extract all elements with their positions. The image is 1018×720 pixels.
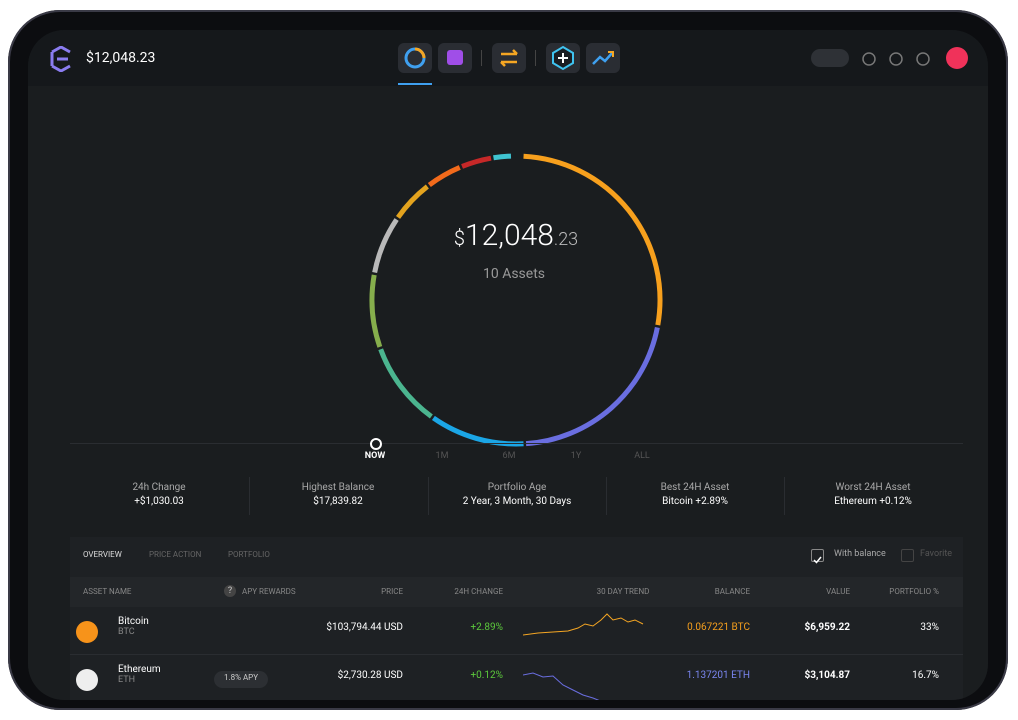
donut-chart <box>369 153 663 447</box>
ring-segment <box>523 153 663 326</box>
trend-nav[interactable] <box>586 43 620 73</box>
separator <box>535 50 536 66</box>
checkbox[interactable] <box>901 549 914 562</box>
timeframe[interactable]: 1M <box>435 451 449 461</box>
ring-segment <box>431 415 524 447</box>
column-header[interactable]: 24H CHANGE <box>454 587 503 596</box>
header-balance: $12,048.23 <box>86 50 156 66</box>
price: $103,794.44 USD <box>326 622 403 633</box>
change: +2.89% <box>470 622 504 633</box>
cents: .23 <box>553 229 579 250</box>
stat-label: Portfolio Age <box>487 482 547 493</box>
tab[interactable]: OVERVIEW <box>83 550 122 559</box>
ring-segment <box>525 326 660 447</box>
timeline <box>70 443 963 444</box>
filter[interactable]: With balance <box>834 549 886 559</box>
balance: 1.137201 ETH <box>686 670 750 681</box>
column-header[interactable]: PRICE <box>381 587 403 596</box>
timeline-dot <box>370 438 382 450</box>
column-header[interactable]: ASSET NAME <box>83 587 132 596</box>
ring-segment <box>378 348 433 419</box>
asset-name: Ethereum <box>118 664 161 675</box>
separator <box>481 50 482 66</box>
ring-segment <box>372 218 399 274</box>
wallet-nav[interactable] <box>438 43 472 73</box>
stat-label: Best 24H Asset <box>660 482 730 493</box>
column-header[interactable]: VALUE <box>826 587 850 596</box>
stat-value: 2 Year, 3 Month, 30 Days <box>462 496 572 507</box>
timeframe[interactable]: 6M <box>502 451 516 461</box>
filter[interactable]: Favorite <box>920 549 953 559</box>
ring-segment <box>461 155 492 169</box>
balance: 0.067221 BTC <box>687 622 750 633</box>
help-icon[interactable]: ? <box>224 585 236 597</box>
ring-segment <box>395 184 429 219</box>
ring-segment <box>493 153 512 161</box>
timeframe[interactable]: NOW <box>364 451 386 461</box>
stat-divider <box>248 477 250 515</box>
stat-label: Highest Balance <box>301 482 375 493</box>
asset-name: Bitcoin <box>118 616 149 627</box>
btc-icon <box>76 621 98 643</box>
device-frame: $12,048.23 $12,048.23 10 Assets With bal… <box>8 10 1008 710</box>
stat-divider <box>784 477 785 515</box>
checkbox-checked[interactable] <box>811 549 824 564</box>
add-nav[interactable] <box>546 43 580 73</box>
stat-label: Worst 24H Asset <box>835 482 911 493</box>
value: $6,959.22 <box>804 622 850 633</box>
column-header[interactable]: APY REWARDS <box>242 587 296 596</box>
stat-divider <box>427 477 429 515</box>
timeframe[interactable]: ALL <box>634 451 650 461</box>
apy-rewards: 1.8% APY <box>223 673 259 682</box>
ring-segment <box>427 165 461 188</box>
header-icons <box>862 52 930 66</box>
column-header[interactable]: PORTFOLIO % <box>889 587 939 596</box>
portfolio-share: 33% <box>920 622 939 633</box>
lock-toggle[interactable] <box>811 49 849 67</box>
timeframe[interactable]: 1Y <box>570 451 582 461</box>
ring-segment <box>369 274 383 348</box>
row-divider <box>70 654 963 655</box>
stat-value: Bitcoin +2.89% <box>662 496 728 507</box>
column-header[interactable]: 30 DAY TREND <box>596 587 650 596</box>
stat-value: $17,839.82 <box>313 496 363 507</box>
change: +0.12% <box>470 670 504 681</box>
avatar[interactable] <box>946 47 968 69</box>
nav-underline <box>398 83 432 85</box>
tab[interactable]: PORTFOLIO <box>228 550 270 559</box>
tab[interactable]: PRICE ACTION <box>149 550 202 559</box>
sparklines <box>523 613 644 700</box>
screen: $12,048.23 $12,048.23 10 Assets With bal… <box>28 30 988 700</box>
total-value: $12,048.23 <box>454 218 578 253</box>
apy-badge <box>214 671 268 688</box>
portfolio-nav[interactable] <box>398 43 432 73</box>
price: $2,730.28 USD <box>337 670 403 681</box>
stat-value: Ethereum +0.12% <box>834 496 912 507</box>
whole: 12,048 <box>464 218 554 253</box>
portfolio-share: 16.7% <box>912 670 939 681</box>
currency: $ <box>453 226 465 250</box>
asset-ticker: BTC <box>118 627 135 637</box>
value: $3,104.87 <box>804 670 850 681</box>
asset-count: 10 Assets <box>482 266 546 282</box>
logo[interactable] <box>48 46 74 72</box>
exchange-nav[interactable] <box>492 43 526 73</box>
stat-value: +$1,030.03 <box>134 496 184 507</box>
column-header[interactable]: BALANCE <box>714 587 750 596</box>
eth-icon <box>76 669 98 691</box>
asset-ticker: ETH <box>118 675 135 685</box>
stat-label: 24h Change <box>132 482 186 493</box>
table-header <box>70 577 963 607</box>
stat-divider <box>606 477 607 515</box>
